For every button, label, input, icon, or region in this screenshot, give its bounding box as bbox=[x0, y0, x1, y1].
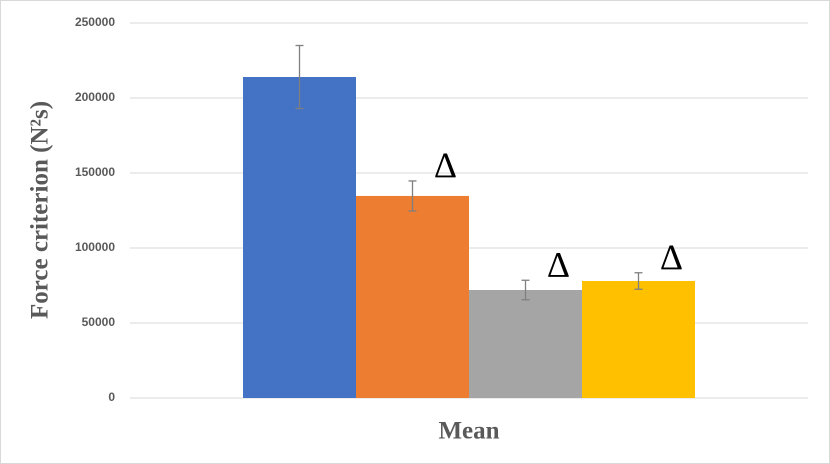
y-tick-label: 150000 bbox=[75, 165, 115, 179]
y-tick-label: 50000 bbox=[82, 315, 116, 329]
annotation: Δ bbox=[434, 145, 457, 185]
bar bbox=[469, 290, 582, 398]
y-tick-label: 200000 bbox=[75, 90, 115, 104]
annotation: Δ bbox=[547, 245, 570, 285]
annotation: Δ bbox=[660, 237, 683, 277]
bar bbox=[356, 195, 469, 398]
y-tick-label: 100000 bbox=[75, 240, 115, 254]
y-axis-title: Force criterion (N²s) bbox=[27, 101, 54, 319]
y-tick-label: 250000 bbox=[75, 15, 115, 29]
y-tick-label: 0 bbox=[108, 390, 115, 404]
bar bbox=[243, 77, 356, 398]
bar bbox=[582, 281, 695, 398]
x-tick-label: Mean bbox=[438, 418, 499, 445]
